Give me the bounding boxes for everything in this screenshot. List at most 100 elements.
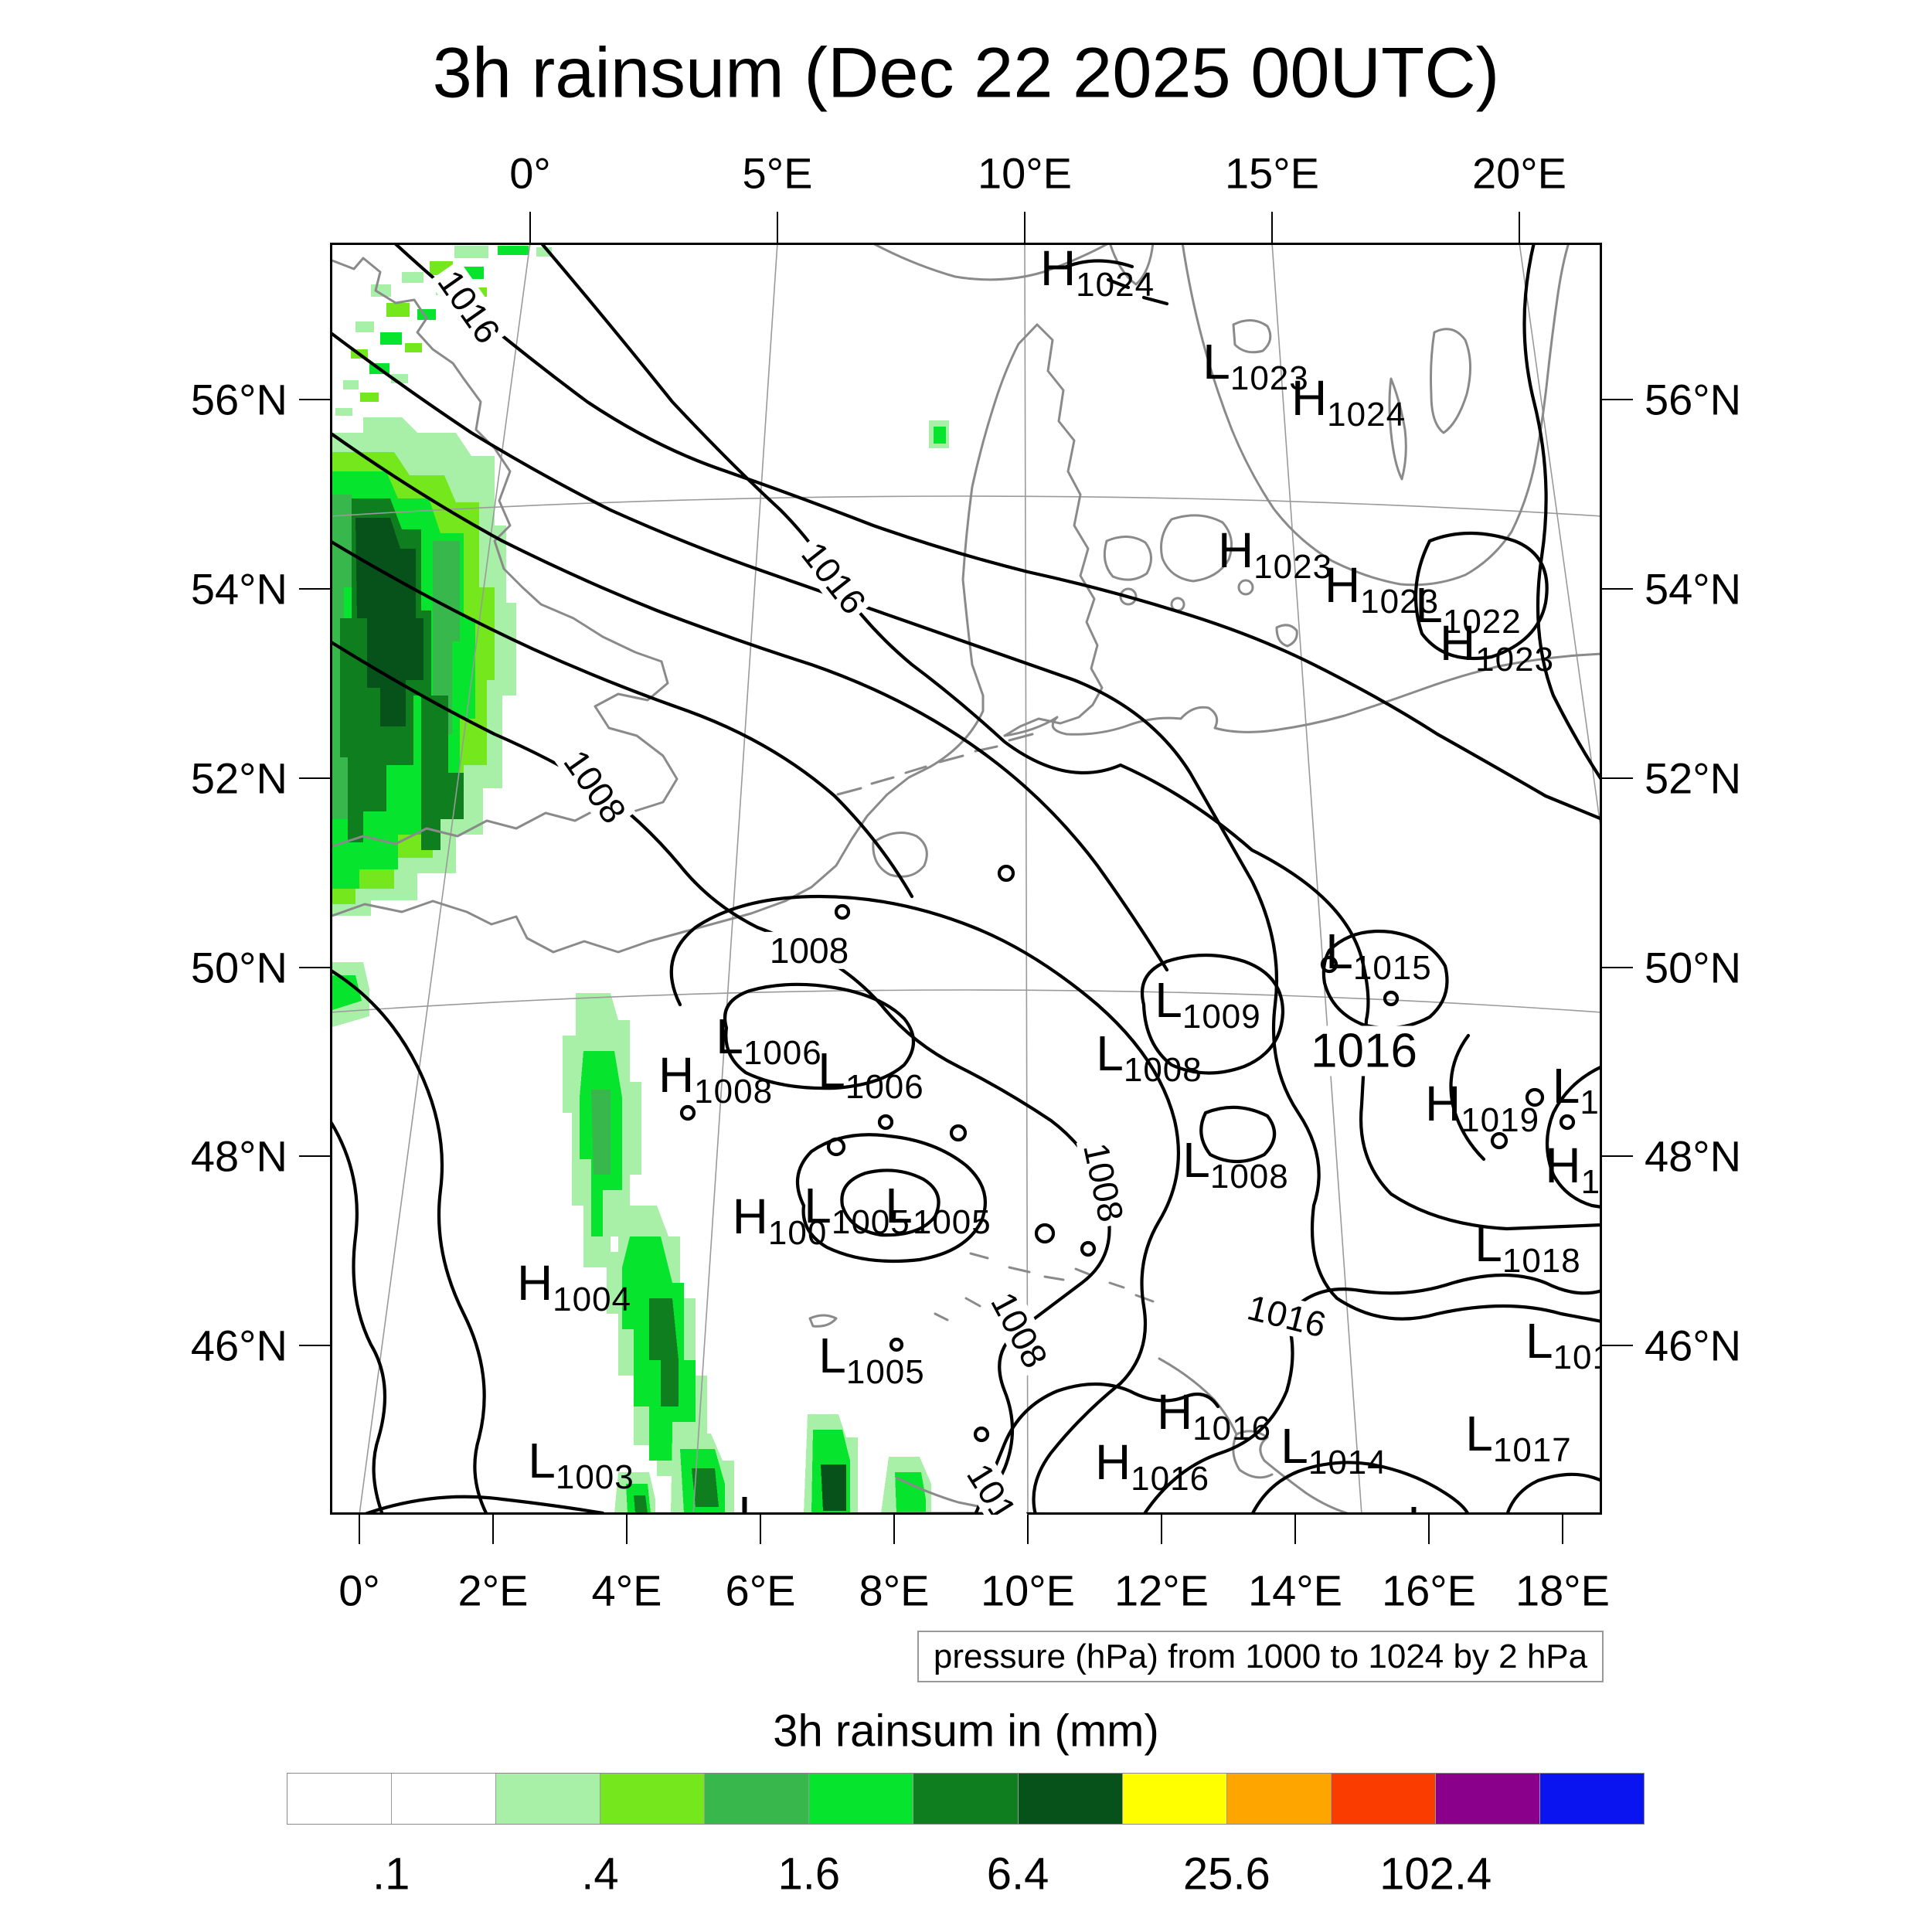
axis-label-right: 46°N [1645, 1321, 1742, 1370]
axis-tick-right [1602, 588, 1633, 590]
pressure-letter: H [1217, 522, 1254, 578]
colorbar-tick-label: 1.6 [777, 1849, 841, 1900]
axis-tick-left [299, 967, 330, 968]
axis-label-top: 20°E [1471, 148, 1567, 198]
pressure-value: 1016 [1192, 1410, 1272, 1447]
pressure-legend-text: pressure (hPa) from 1000 to 1024 by 2 hP… [933, 1637, 1588, 1675]
axis-tick-left [299, 399, 330, 400]
pressure-value: 1019 [1461, 1101, 1540, 1139]
pressure-value: 100 [767, 1214, 828, 1252]
axis-label-top: 5°E [742, 148, 813, 198]
pressure-center-h: H1019 [1424, 1076, 1539, 1138]
axis-tick-bottom [1027, 1515, 1029, 1544]
axis-label-bottom: 8°E [859, 1566, 930, 1615]
axis-tick-right [1602, 777, 1633, 779]
colorbar-cell [1331, 1774, 1436, 1824]
axis-label-right: 50°N [1645, 943, 1742, 992]
colorbar-cell [913, 1774, 1019, 1824]
colorbar-tick-label: 25.6 [1182, 1849, 1270, 1900]
pressure-letter: L [1096, 1026, 1124, 1081]
pressure-center-h: H1004 [517, 1258, 631, 1317]
axis-label-bottom: 16°E [1381, 1566, 1477, 1615]
axis-tick-right [1602, 1345, 1633, 1346]
contour-inline-label: 1016 [957, 1453, 1036, 1515]
pressure-value: 1014 [1308, 1444, 1387, 1481]
colorbar-cell [1539, 1774, 1645, 1824]
pressure-letter: H [1156, 1384, 1193, 1440]
pressure-center-h: H1016 [1156, 1384, 1271, 1446]
coastlines [330, 243, 1602, 1515]
pressure-value: 1008 [1209, 1158, 1289, 1196]
map-frame-border [330, 243, 1602, 1515]
axis-tick-top [1519, 212, 1520, 243]
axis-label-bottom: 2°E [457, 1566, 529, 1615]
pressure-value: 1017 [1492, 1431, 1572, 1469]
colorbar-tick-label: 6.4 [986, 1849, 1049, 1900]
colorbar-tick-label: .4 [581, 1849, 619, 1900]
pressure-center-l: L1015 [1325, 927, 1431, 985]
contour-inline-label: 1008 [981, 1282, 1057, 1378]
pressure-value: 1015 [1352, 949, 1432, 987]
pressure-value: 1005 [845, 1353, 925, 1391]
pressure-center-l: L1022 [1415, 577, 1521, 639]
pressure-center-l: L1008 [1182, 1135, 1288, 1194]
axis-tick-bottom [1428, 1515, 1430, 1544]
axis-label-bottom: 10°E [980, 1566, 1076, 1615]
axis-label-left: 50°N [190, 943, 287, 992]
axis-tick-top [777, 212, 778, 243]
rainsum-colorbar [287, 1773, 1645, 1825]
contour-inline-label: 1008 [554, 740, 636, 834]
pressure-value: 1008 [694, 1073, 774, 1111]
pressure-letter: H [732, 1189, 768, 1244]
colorbar-cell [1435, 1774, 1540, 1824]
axis-tick-left [299, 1155, 330, 1157]
axis-tick-bottom [492, 1515, 494, 1544]
axis-tick-right [1602, 399, 1633, 400]
pressure-letter: L [1552, 1058, 1580, 1114]
colorbar-cell [1226, 1774, 1332, 1824]
pressure-letter: H [1324, 557, 1361, 613]
pressure-center-l: L1004 [738, 1489, 844, 1515]
pressure-letter: L [1475, 1216, 1502, 1272]
axis-tick-top [1271, 212, 1273, 243]
axis-label-right: 48°N [1645, 1131, 1742, 1181]
colorbar-cell [392, 1774, 497, 1824]
pressure-center-h: H10 [1545, 1138, 1602, 1199]
axis-label-right: 52°N [1645, 753, 1742, 803]
pressure-center-h: H1023 [1218, 526, 1332, 584]
axis-label-left: 56°N [190, 375, 287, 424]
pressure-value: 1003 [555, 1458, 634, 1496]
colorbar-cell [600, 1774, 706, 1824]
axis-label-left: 54°N [190, 564, 287, 614]
pressure-center-l: L1005 [804, 1181, 910, 1240]
axis-tick-top [529, 212, 531, 243]
pressure-value: 1018 [1502, 1242, 1581, 1280]
axis-tick-bottom [626, 1515, 628, 1544]
pressure-center-l: L10 [1552, 1058, 1602, 1120]
pressure-letter: L [818, 1328, 846, 1383]
pressure-center-h: H100 [732, 1189, 828, 1250]
pressure-value: 1024 [1327, 396, 1406, 434]
pressure-letter: H [1545, 1138, 1581, 1193]
axis-tick-left [299, 588, 330, 590]
pressure-letter: L [1415, 577, 1443, 633]
colorbar-cell [496, 1774, 601, 1824]
pressure-center-l: L1003 [528, 1436, 634, 1495]
pressure-letter: L [1325, 923, 1353, 979]
axis-label-left: 46°N [190, 1321, 287, 1370]
axis-tick-bottom [1294, 1515, 1296, 1544]
pressure-letter: H [1424, 1076, 1461, 1131]
pressure-value: 1023 [1360, 583, 1440, 621]
pressure-value: 1008 [1123, 1051, 1202, 1089]
axis-label-bottom: 4°E [591, 1566, 662, 1615]
pressure-value: 1004 [553, 1281, 632, 1318]
pressure-value: 101 [1553, 1338, 1602, 1376]
axis-label-right: 56°N [1645, 375, 1742, 424]
axis-label-left: 48°N [190, 1131, 287, 1181]
pressure-value: 1005 [912, 1203, 992, 1241]
contour-inline-label: 1016 [428, 260, 510, 354]
axis-tick-right [1602, 967, 1633, 968]
pressure-value: 1023 [1475, 641, 1555, 679]
pressure-letter: H [1039, 243, 1077, 296]
